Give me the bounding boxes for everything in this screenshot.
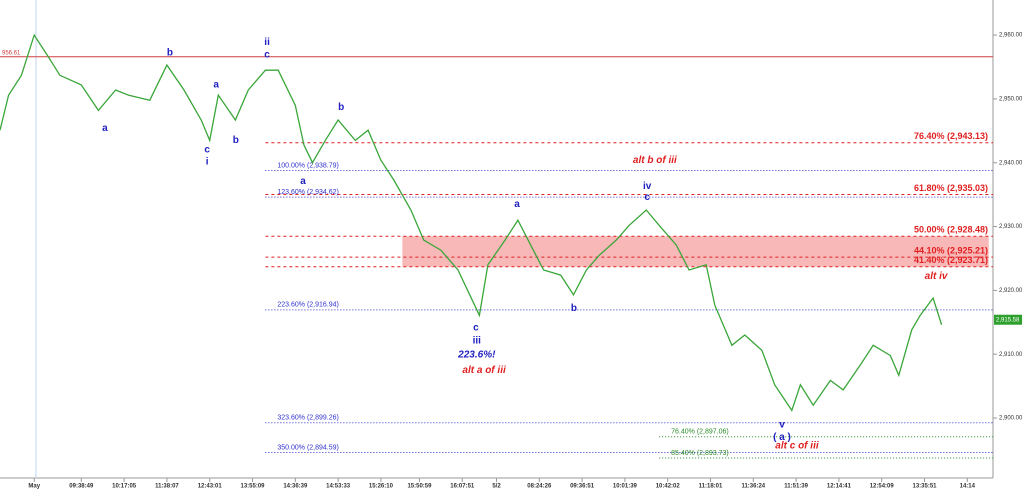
x-tick-label: 15:50:59	[407, 484, 432, 490]
wave-label: a	[514, 199, 520, 210]
level-label: 76.40% (2,897.06)	[671, 429, 729, 436]
wave-label: c	[644, 192, 650, 203]
y-tick-label: 2,920.00	[999, 288, 1023, 294]
wave-label: alt a of iii	[462, 365, 506, 376]
wave-label: alt iv	[925, 271, 949, 282]
level-label: 50.00% (2,928.48)	[914, 225, 988, 235]
wave-label: i	[206, 157, 209, 168]
x-tick-label: 10:42:02	[656, 484, 681, 490]
wave-label: c	[204, 145, 210, 156]
wave-label: a	[213, 80, 219, 91]
x-tick-label: 10:17:05	[112, 484, 137, 490]
x-tick-label: 13:55:09	[241, 484, 266, 490]
level-label: 223.60% (2,916.94)	[277, 302, 339, 309]
x-tick-label: 15:26:10	[369, 484, 394, 490]
wave-label: 223.6%!	[457, 349, 496, 360]
wave-label: b	[167, 48, 173, 59]
x-tick-label: 09:38:49	[69, 484, 94, 490]
zone	[402, 236, 989, 267]
wave-label: c	[264, 50, 270, 61]
wave-label: b	[571, 303, 577, 314]
y-tick-label: 2,900.00	[999, 416, 1023, 422]
wave-label: c	[473, 323, 479, 334]
price-line	[0, 33, 943, 412]
x-tick-label: 10:01:39	[613, 484, 638, 490]
y-tick-label: 2,960.00	[999, 33, 1023, 39]
wave-label: b	[338, 102, 344, 113]
x-tick-label: 5/2	[492, 484, 501, 490]
level-label: 85.40% (2,893.73)	[671, 450, 729, 457]
top-line-label: 956.61	[2, 50, 21, 56]
x-tick-label: 11:36:24	[741, 484, 765, 490]
x-tick-label: 13:35:51	[913, 484, 938, 490]
x-tick-label: 14:53:33	[326, 484, 351, 490]
x-tick-label: 14:14	[960, 484, 976, 490]
wave-label: v	[779, 420, 785, 431]
y-tick-label: 2,950.00	[999, 96, 1023, 102]
wave-label: ii	[264, 37, 270, 48]
x-tick-label: 08:24:26	[527, 484, 552, 490]
x-tick-label: 11:51:39	[784, 484, 808, 490]
level-label: 123.60% (2,934.62)	[277, 189, 339, 196]
level-label: 100.00% (2,938.79)	[277, 162, 339, 169]
level-label: 323.60% (2,899.26)	[277, 415, 339, 422]
level-label: 350.00% (2,894.59)	[277, 444, 339, 451]
wave-label: b	[233, 135, 239, 146]
y-tick-label: 2,930.00	[999, 224, 1023, 230]
x-tick-label: 14:36:39	[283, 484, 308, 490]
wave-label: alt b of iii	[633, 155, 677, 166]
x-tick-label: 12:54:09	[870, 484, 895, 490]
wave-label: a	[102, 123, 108, 134]
x-tick-label: 11:38:07	[155, 484, 179, 490]
wave-label: iv	[643, 181, 652, 192]
x-tick-label: 09:36:51	[570, 484, 595, 490]
level-label: 61.80% (2,935.03)	[914, 183, 988, 193]
y-tick-label: 2,910.00	[999, 352, 1023, 358]
level-label: 44.10% (2,925.21)	[914, 245, 988, 255]
x-tick-label: 12:14:41	[827, 484, 852, 490]
level-label: 76.40% (2,943.13)	[914, 131, 988, 141]
last-price-box	[994, 314, 1022, 325]
wave-label: ( a )	[773, 432, 791, 443]
x-tick-label: 12:43:01	[198, 484, 223, 490]
last-price-label: 2,915.58	[996, 317, 1020, 323]
wave-label: alt c of iii	[775, 441, 819, 452]
wave-label: a	[300, 176, 306, 187]
level-label: 41.40% (2,923.71)	[914, 255, 988, 265]
x-tick-label: 16:07:51	[450, 484, 475, 490]
wave-label: iii	[473, 335, 482, 346]
x-tick-label: May	[28, 484, 40, 490]
x-tick-label: 11:18:01	[699, 484, 723, 490]
y-tick-label: 2,940.00	[999, 160, 1023, 166]
